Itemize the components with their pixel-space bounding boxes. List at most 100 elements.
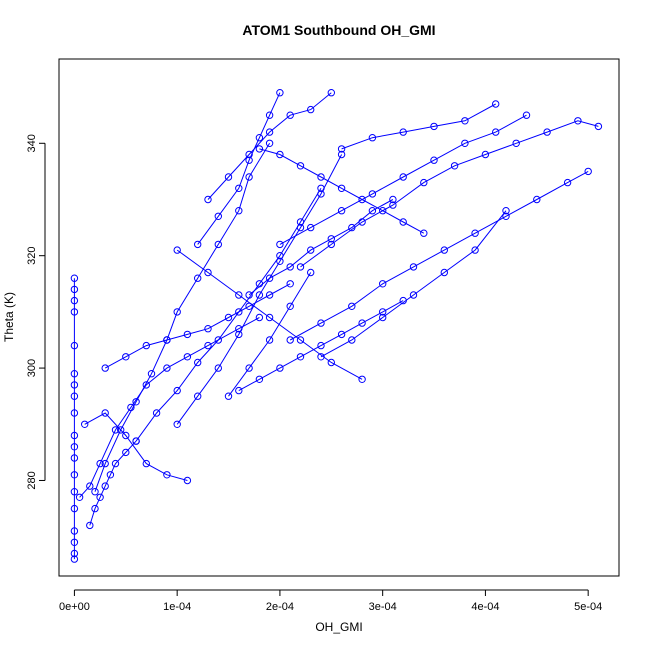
data-point bbox=[173, 246, 181, 254]
data-point bbox=[348, 336, 356, 344]
data-point bbox=[286, 111, 294, 119]
data-point bbox=[255, 313, 264, 322]
data-point bbox=[147, 370, 156, 378]
x-tick-label: 4e-04 bbox=[471, 601, 499, 613]
series-line-13 bbox=[279, 114, 527, 245]
data-point bbox=[86, 521, 94, 530]
data-point bbox=[440, 246, 448, 254]
data-point bbox=[70, 454, 79, 462]
data-point bbox=[91, 488, 99, 496]
series-line-10 bbox=[238, 300, 404, 392]
data-point bbox=[337, 145, 346, 153]
data-point bbox=[224, 313, 233, 322]
axes: 0e+00 1e-04 2e-04 3e-04 4e-04 5e-04 280 300 320 3… bbox=[26, 134, 602, 613]
data-point bbox=[574, 117, 582, 125]
data-point bbox=[379, 313, 387, 322]
data-point bbox=[183, 476, 192, 485]
data-point bbox=[70, 381, 79, 389]
data-point bbox=[296, 353, 305, 361]
data-point bbox=[265, 313, 274, 322]
data-point bbox=[471, 229, 479, 237]
data-point bbox=[96, 459, 104, 468]
y-tick-label: 340 bbox=[26, 134, 38, 152]
data-point bbox=[379, 207, 387, 215]
chart-title: ATOM1 Southbound OH_GMI bbox=[242, 22, 435, 38]
data-point bbox=[101, 482, 109, 490]
data-point bbox=[194, 358, 202, 367]
data-point bbox=[327, 89, 335, 97]
data-point bbox=[399, 218, 407, 226]
data-point bbox=[286, 263, 294, 271]
series-line-18 bbox=[176, 249, 363, 380]
data-point bbox=[337, 330, 346, 339]
x-axis-label: OH_GMI bbox=[315, 620, 362, 634]
data-point bbox=[471, 246, 479, 254]
plot-frame bbox=[58, 58, 620, 577]
data-point bbox=[81, 420, 89, 428]
data-point bbox=[101, 409, 109, 417]
data-point bbox=[255, 134, 264, 142]
data-point bbox=[461, 139, 469, 148]
data-point bbox=[563, 178, 572, 187]
series-line-14 bbox=[289, 170, 589, 341]
data-point bbox=[430, 122, 438, 131]
data-point bbox=[379, 308, 387, 316]
data-point bbox=[235, 184, 243, 193]
data-point bbox=[255, 375, 264, 383]
data-point bbox=[204, 341, 212, 350]
data-point bbox=[70, 341, 79, 350]
data-point bbox=[194, 392, 202, 400]
data-point bbox=[235, 330, 243, 339]
data-point bbox=[132, 437, 140, 445]
data-point bbox=[307, 223, 315, 232]
data-point bbox=[70, 504, 79, 513]
data-point bbox=[70, 308, 79, 316]
data-point bbox=[70, 443, 79, 451]
data-point bbox=[286, 280, 294, 288]
series-line-9 bbox=[207, 92, 332, 200]
data-point bbox=[142, 381, 151, 389]
data-point bbox=[224, 173, 233, 181]
data-point bbox=[327, 358, 335, 367]
plot-content bbox=[70, 89, 603, 563]
data-point bbox=[142, 459, 151, 468]
data-point bbox=[409, 291, 418, 299]
data-point bbox=[163, 471, 171, 479]
data-point bbox=[163, 336, 171, 344]
data-point bbox=[245, 364, 253, 372]
series-line-19 bbox=[228, 272, 312, 397]
data-point bbox=[358, 195, 366, 204]
data-point bbox=[399, 173, 407, 181]
data-point bbox=[70, 409, 79, 417]
data-point bbox=[224, 392, 233, 400]
data-point bbox=[481, 150, 490, 159]
data-point bbox=[204, 325, 212, 333]
data-point bbox=[317, 173, 325, 181]
data-point bbox=[111, 426, 120, 434]
data-point bbox=[420, 178, 428, 187]
data-point bbox=[70, 274, 79, 282]
data-point bbox=[276, 240, 284, 249]
data-point bbox=[122, 353, 130, 361]
data-point bbox=[399, 128, 407, 136]
y-tick-label: 320 bbox=[26, 247, 38, 265]
data-point bbox=[194, 274, 202, 282]
y-axis-label: Theta (K) bbox=[2, 292, 16, 342]
data-point bbox=[214, 240, 223, 249]
data-point bbox=[379, 280, 387, 288]
data-point bbox=[255, 291, 264, 299]
data-point bbox=[368, 207, 377, 215]
series-line-17 bbox=[341, 103, 496, 150]
data-point bbox=[70, 370, 79, 378]
data-point bbox=[101, 459, 109, 468]
data-point bbox=[214, 364, 223, 372]
data-point bbox=[194, 240, 202, 249]
data-point bbox=[214, 336, 223, 344]
data-point bbox=[235, 386, 243, 395]
data-point bbox=[368, 134, 377, 142]
data-point bbox=[132, 398, 140, 406]
y-tick-label: 280 bbox=[26, 471, 38, 489]
data-point bbox=[106, 471, 115, 479]
data-point bbox=[111, 459, 120, 468]
data-point bbox=[235, 308, 243, 316]
